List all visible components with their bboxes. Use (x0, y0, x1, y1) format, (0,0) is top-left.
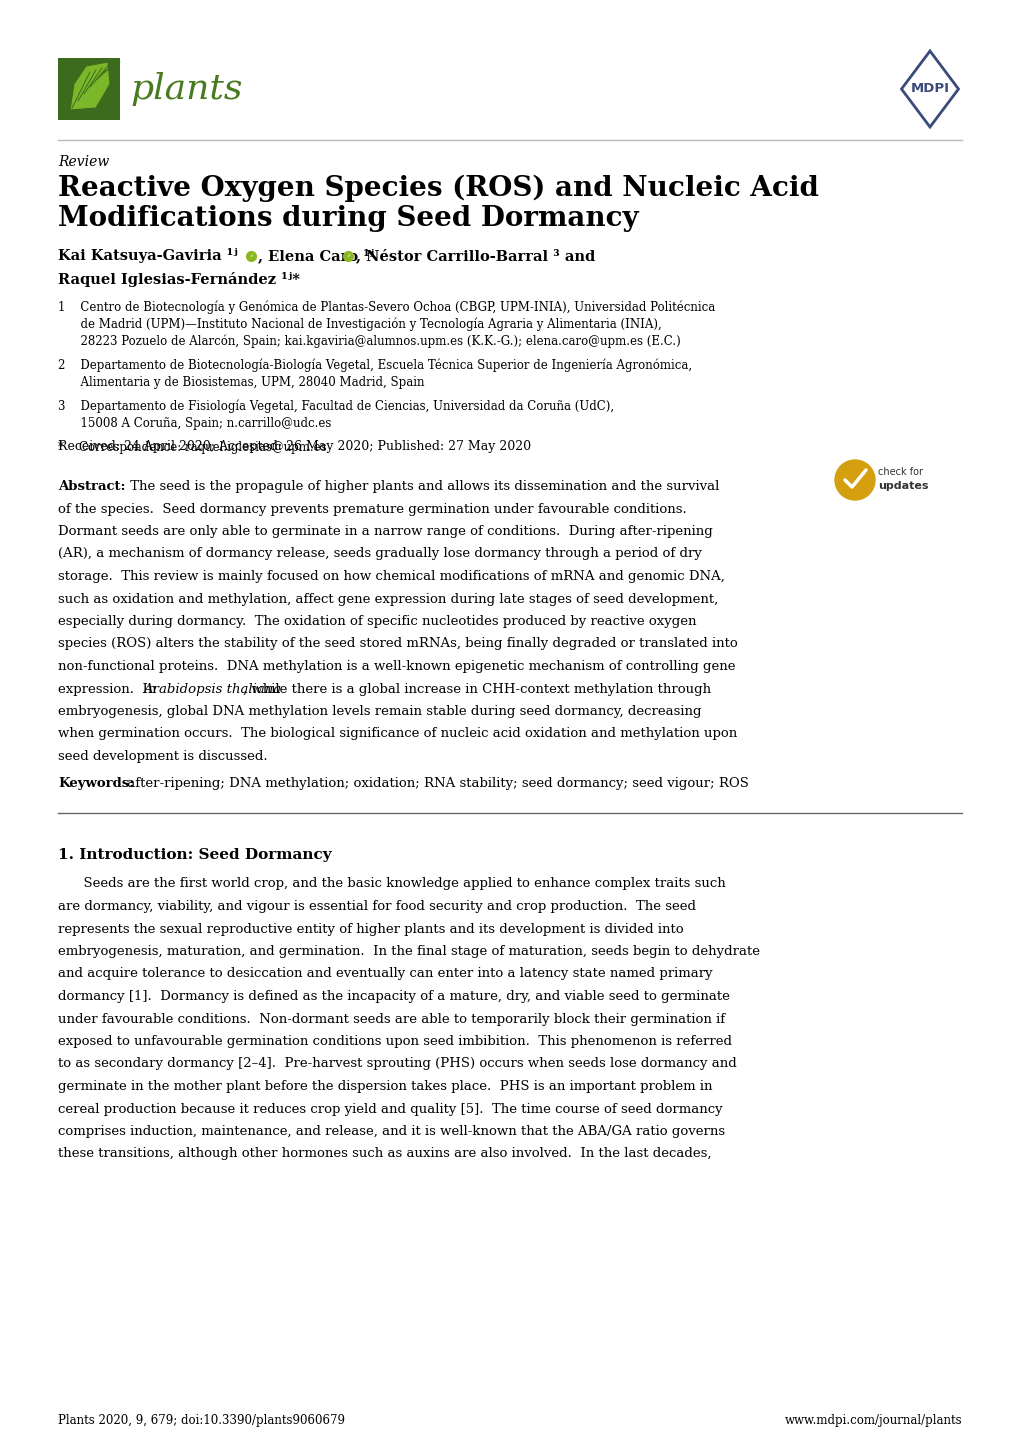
Text: are dormancy, viability, and vigour is essential for food security and crop prod: are dormancy, viability, and vigour is e… (58, 900, 695, 913)
Text: www.mdpi.com/journal/plants: www.mdpi.com/journal/plants (784, 1415, 961, 1428)
Text: represents the sexual reproductive entity of higher plants and its development i: represents the sexual reproductive entit… (58, 923, 683, 936)
Text: ✓: ✓ (249, 254, 253, 258)
Text: The seed is the propagule of higher plants and allows its dissemination and the : The seed is the propagule of higher plan… (126, 480, 718, 493)
Text: Received: 24 April 2020; Accepted: 26 May 2020; Published: 27 May 2020: Received: 24 April 2020; Accepted: 26 Ma… (58, 440, 531, 453)
Text: non-functional proteins.  DNA methylation is a well-known epigenetic mechanism o: non-functional proteins. DNA methylation… (58, 660, 735, 673)
Circle shape (835, 460, 874, 500)
Text: Reactive Oxygen Species (ROS) and Nucleic Acid: Reactive Oxygen Species (ROS) and Nuclei… (58, 174, 818, 202)
Text: species (ROS) alters the stability of the seed stored mRNAs, being finally degra: species (ROS) alters the stability of th… (58, 637, 737, 650)
Text: under favourable conditions.  Non-dormant seeds are able to temporarily block th: under favourable conditions. Non-dormant… (58, 1012, 725, 1025)
Text: , Elena Caro ¹ʲ: , Elena Caro ¹ʲ (258, 248, 374, 262)
Text: Abstract:: Abstract: (58, 480, 125, 493)
Text: when germination occurs.  The biological significance of nucleic acid oxidation : when germination occurs. The biological … (58, 728, 737, 741)
Text: updates: updates (877, 482, 927, 490)
Text: and acquire tolerance to desiccation and eventually can enter into a latency sta: and acquire tolerance to desiccation and… (58, 968, 712, 981)
Text: germinate in the mother plant before the dispersion takes place.  PHS is an impo: germinate in the mother plant before the… (58, 1080, 712, 1093)
Text: after-ripening; DNA methylation; oxidation; RNA stability; seed dormancy; seed v: after-ripening; DNA methylation; oxidati… (123, 777, 748, 790)
Text: MDPI: MDPI (910, 82, 949, 95)
Text: Raquel Iglesias-Fernández ¹ʲ*: Raquel Iglesias-Fernández ¹ʲ* (58, 273, 300, 287)
Text: dormancy [1].  Dormancy is defined as the incapacity of a mature, dry, and viabl: dormancy [1]. Dormancy is defined as the… (58, 991, 730, 1004)
Text: embryogenesis, maturation, and germination.  In the final stage of maturation, s: embryogenesis, maturation, and germinati… (58, 945, 759, 957)
Text: of the species.  Seed dormancy prevents premature germination under favourable c: of the species. Seed dormancy prevents p… (58, 502, 686, 515)
Text: such as oxidation and methylation, affect gene expression during late stages of : such as oxidation and methylation, affec… (58, 593, 717, 606)
Text: , while there is a global increase in CHH-context methylation through: , while there is a global increase in CH… (243, 682, 710, 695)
Text: Seeds are the first world crop, and the basic knowledge applied to enhance compl: Seeds are the first world crop, and the … (58, 878, 726, 891)
Text: Arabidopsis thaliana: Arabidopsis thaliana (143, 682, 280, 695)
Text: plants: plants (129, 72, 243, 107)
FancyBboxPatch shape (58, 58, 120, 120)
Text: Modifications during Seed Dormancy: Modifications during Seed Dormancy (58, 205, 638, 232)
Text: storage.  This review is mainly focused on how chemical modifications of mRNA an: storage. This review is mainly focused o… (58, 570, 725, 583)
Text: especially during dormancy.  The oxidation of specific nucleotides produced by r: especially during dormancy. The oxidatio… (58, 614, 696, 629)
Text: ✓: ✓ (345, 254, 350, 258)
Text: embryogenesis, global DNA methylation levels remain stable during seed dormancy,: embryogenesis, global DNA methylation le… (58, 705, 701, 718)
Text: de Madrid (UPM)—Instituto Nacional de Investigación y Tecnología Agraria y Alime: de Madrid (UPM)—Instituto Nacional de In… (58, 317, 661, 332)
Text: exposed to unfavourable germination conditions upon seed imbibition.  This pheno: exposed to unfavourable germination cond… (58, 1035, 732, 1048)
Text: (AR), a mechanism of dormancy release, seeds gradually lose dormancy through a p: (AR), a mechanism of dormancy release, s… (58, 548, 701, 561)
Text: 3    Departamento de Fisiología Vegetal, Facultad de Ciencias, Universidad da Co: 3 Departamento de Fisiología Vegetal, Fa… (58, 399, 613, 414)
Text: Alimentaria y de Biosistemas, UPM, 28040 Madrid, Spain: Alimentaria y de Biosistemas, UPM, 28040… (58, 376, 424, 389)
Text: these transitions, although other hormones such as auxins are also involved.  In: these transitions, although other hormon… (58, 1148, 711, 1161)
Text: cereal production because it reduces crop yield and quality [5].  The time cours: cereal production because it reduces cro… (58, 1103, 721, 1116)
Text: Dormant seeds are only able to germinate in a narrow range of conditions.  Durin: Dormant seeds are only able to germinate… (58, 525, 712, 538)
Text: 1. Introduction: Seed Dormancy: 1. Introduction: Seed Dormancy (58, 848, 331, 861)
Text: to as secondary dormancy [2–4].  Pre-harvest sprouting (PHS) occurs when seeds l: to as secondary dormancy [2–4]. Pre-harv… (58, 1057, 736, 1070)
Text: 15008 A Coruña, Spain; n.carrillo@udc.es: 15008 A Coruña, Spain; n.carrillo@udc.es (58, 417, 331, 430)
Text: check for: check for (877, 467, 922, 477)
Text: expression.  In: expression. In (58, 682, 160, 695)
Text: 28223 Pozuelo de Alarcón, Spain; kai.kgaviria@alumnos.upm.es (K.K.-G.); elena.ca: 28223 Pozuelo de Alarcón, Spain; kai.kga… (58, 335, 680, 349)
Text: *    Correspondence: raquel.iglesias@upm.es: * Correspondence: raquel.iglesias@upm.es (58, 441, 326, 454)
Text: , Néstor Carrillo-Barral ³ and: , Néstor Carrillo-Barral ³ and (356, 248, 595, 262)
Text: Kai Katsuya-Gaviria ¹ʲ: Kai Katsuya-Gaviria ¹ʲ (58, 248, 237, 262)
Text: seed development is discussed.: seed development is discussed. (58, 750, 267, 763)
Text: Review: Review (58, 154, 109, 169)
Text: Keywords:: Keywords: (58, 777, 135, 790)
Polygon shape (70, 62, 110, 110)
Text: 1    Centro de Biotecnología y Genómica de Plantas-Severo Ochoa (CBGP, UPM-INIA): 1 Centro de Biotecnología y Genómica de … (58, 300, 714, 313)
Text: 2    Departamento de Biotecnología-Biología Vegetal, Escuela Técnica Superior de: 2 Departamento de Biotecnología-Biología… (58, 359, 692, 372)
Text: Plants 2020, 9, 679; doi:10.3390/plants9060679: Plants 2020, 9, 679; doi:10.3390/plants9… (58, 1415, 344, 1428)
Text: comprises induction, maintenance, and release, and it is well-known that the ABA: comprises induction, maintenance, and re… (58, 1125, 725, 1138)
